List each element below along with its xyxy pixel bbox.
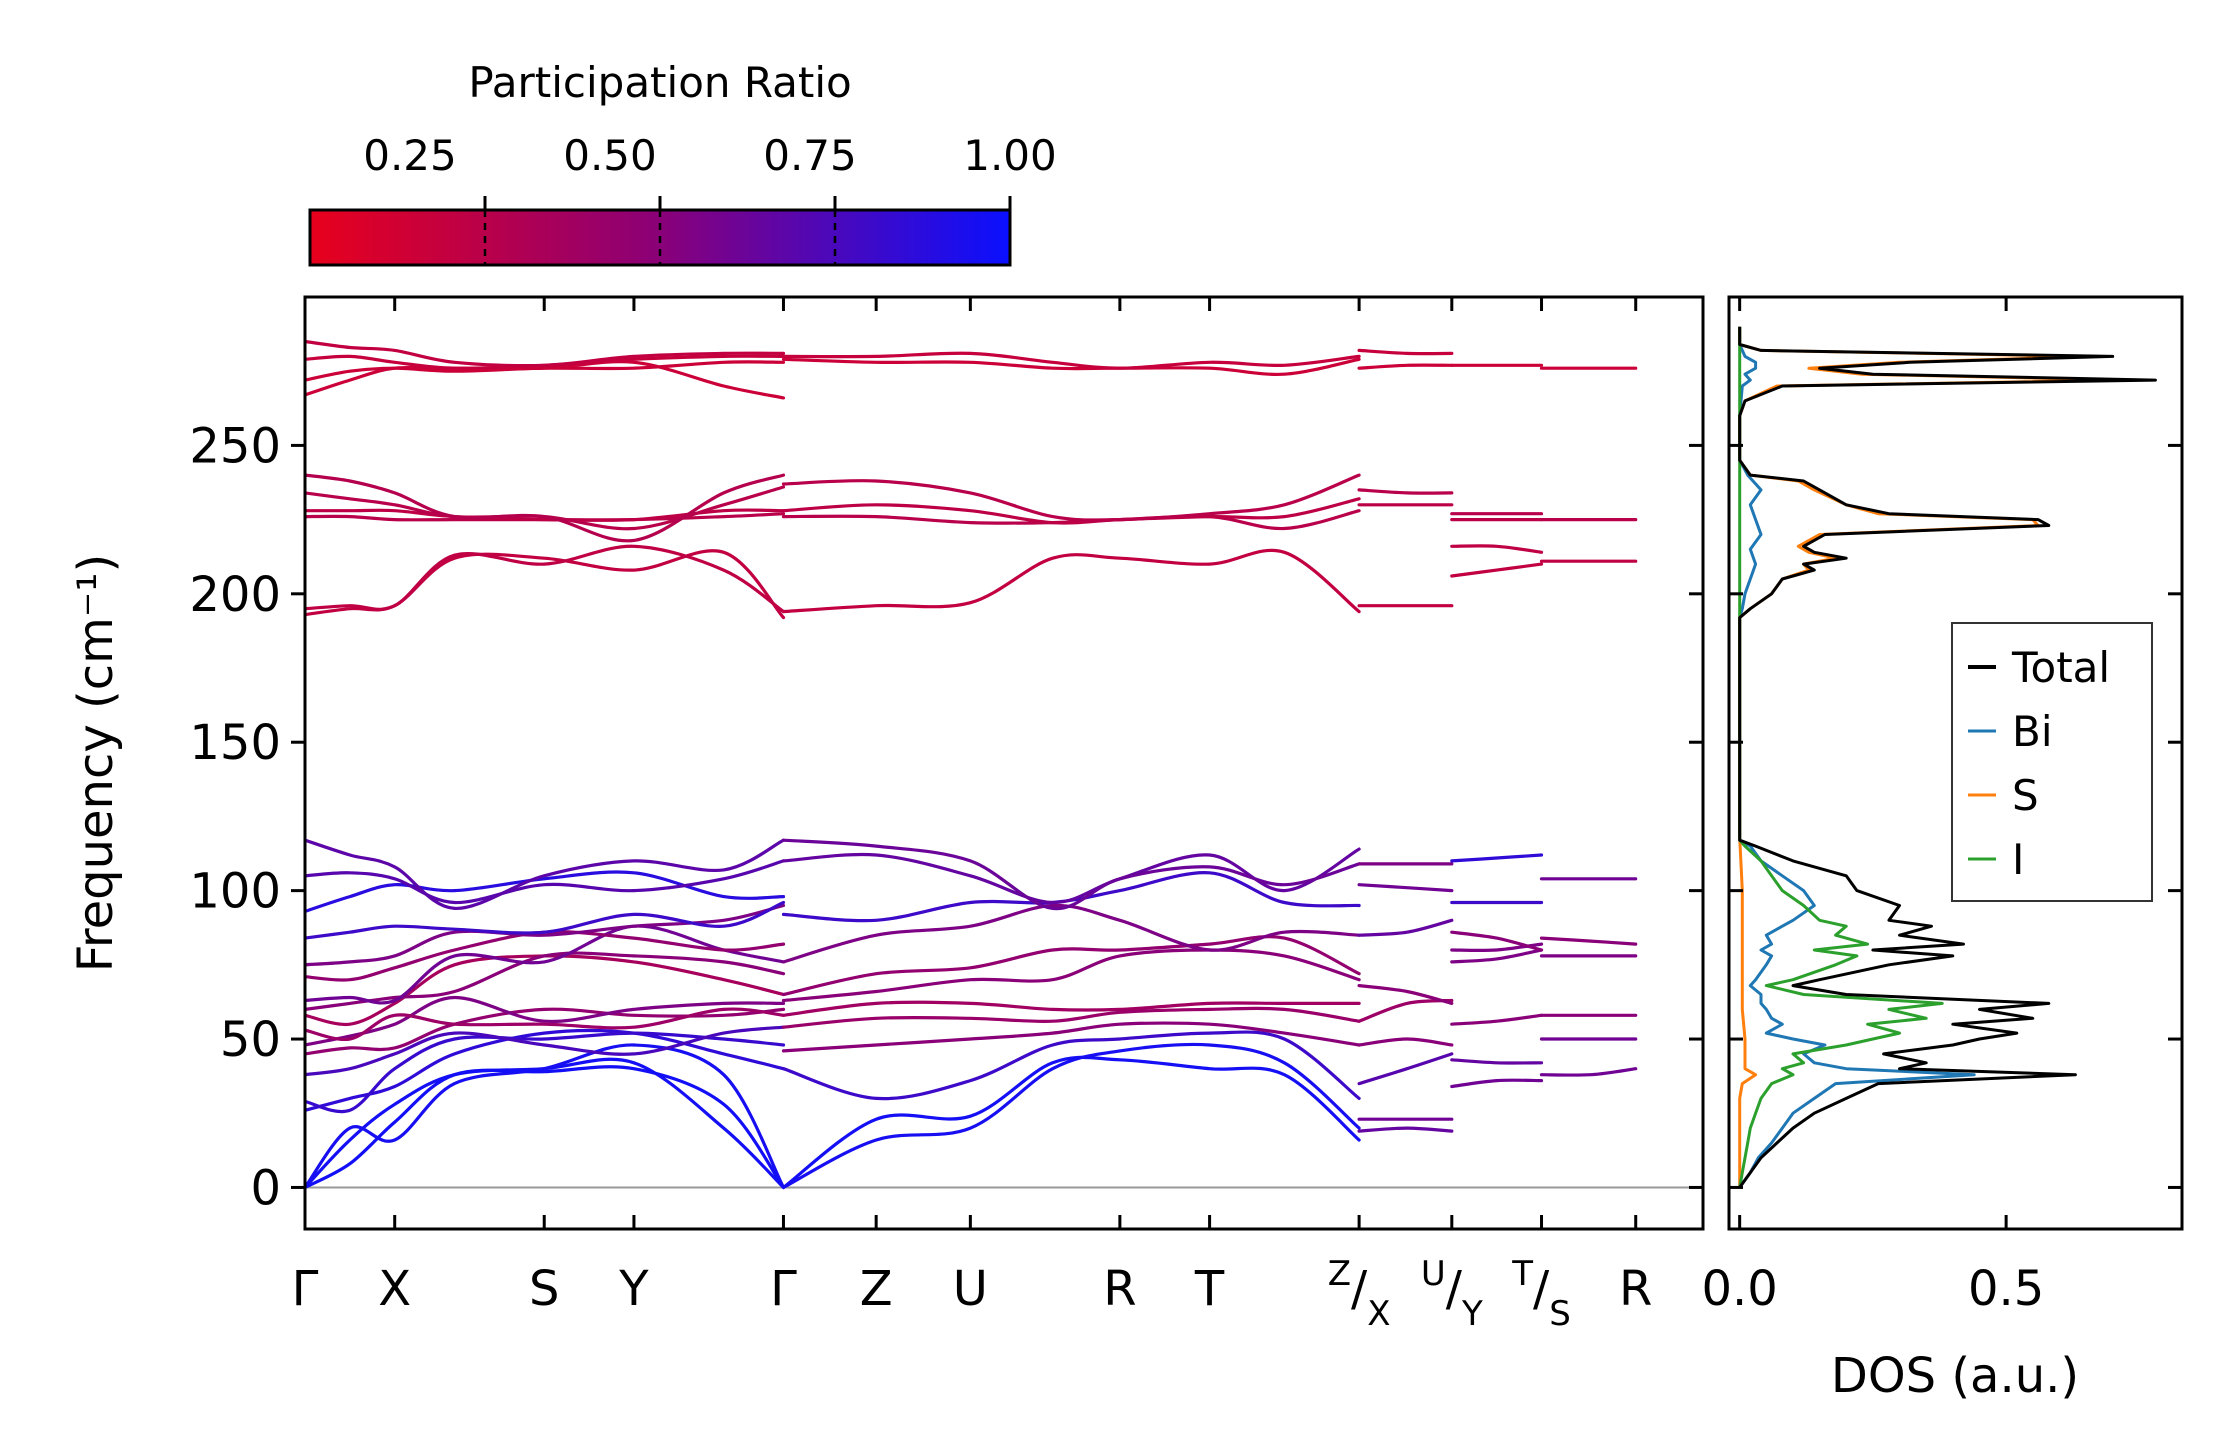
dos-series-i <box>1738 326 1944 1188</box>
phonon-band <box>1450 544 1544 554</box>
phonon-band <box>781 548 1361 614</box>
dos-series-total <box>1738 326 2157 1189</box>
colorbar: Participation Ratio 0.25 0.50 0.75 1.00 <box>308 58 1057 267</box>
phonon-band <box>1357 984 1454 1005</box>
phonon-band <box>781 1000 1361 1017</box>
band-axes-frame <box>303 295 1705 1231</box>
x-tick-label: Z <box>860 1261 893 1317</box>
phonon-band <box>305 951 786 1011</box>
dos-series-bi <box>1738 326 1976 1189</box>
phonon-band <box>1450 853 1544 863</box>
phonon-band <box>781 1055 1361 1189</box>
phonon-band <box>1450 948 1544 964</box>
phonon-band <box>781 948 1361 1003</box>
x-tick-label: R <box>1619 1261 1652 1317</box>
legend-label-total: Total <box>2011 643 2110 692</box>
x-tick-label: Γ <box>292 1261 319 1317</box>
phonon-band <box>305 859 786 905</box>
x-tick-label: U/Y <box>1421 1254 1483 1334</box>
phonon-band <box>1450 930 1544 952</box>
phonon-band <box>781 1030 1361 1101</box>
phonon-band <box>1357 1037 1454 1047</box>
phonon-band <box>305 924 786 1005</box>
phonon-band <box>305 549 786 620</box>
phonon-band <box>781 838 1361 911</box>
phonon-band <box>1357 918 1454 937</box>
phonon-band <box>1357 348 1454 356</box>
dos-x-axis-label: DOS (a.u.) <box>1831 1348 2079 1404</box>
x-tick-label: T <box>1194 1261 1225 1317</box>
phonon-band <box>781 1006 1361 1029</box>
phonon-band <box>305 1025 786 1077</box>
x-tick-label: T/S <box>1511 1254 1571 1334</box>
dos-panel: 0.0 0.5 DOS (a.u.) Total Bi SI <box>1701 295 2184 1404</box>
phonon-band <box>781 351 1361 370</box>
colorbar-title: Participation Ratio <box>468 58 851 107</box>
dos-x-tick-label: 0.0 <box>1701 1261 1777 1317</box>
phonon-band <box>305 360 786 382</box>
colorbar-tick-label: 0.75 <box>763 131 857 180</box>
phonon-band <box>305 485 786 531</box>
phonon-band <box>305 1065 786 1189</box>
x-tick-label: Y <box>618 1261 649 1317</box>
legend-label-bi: Bi <box>2012 707 2052 756</box>
phonon-band <box>1357 1052 1454 1086</box>
phonon-band <box>1357 488 1454 495</box>
phonon-band <box>781 847 1361 905</box>
phonon-band <box>781 357 1361 377</box>
legend-frame <box>1951 622 2153 902</box>
phonon-band <box>781 871 1361 923</box>
dos-legend: Total Bi SI <box>1951 622 2153 902</box>
dos-axes-frame <box>1727 295 2184 1231</box>
x-tick-label: Z/X <box>1328 1254 1391 1334</box>
x-tick-label: X <box>378 1261 411 1317</box>
phonon-band <box>305 1057 786 1189</box>
colorbar-tick-label: 0.25 <box>363 131 457 180</box>
phonon-band <box>305 473 786 543</box>
phonon-band <box>1450 562 1544 578</box>
phonon-band <box>781 497 1361 525</box>
x-tick-label: Γ <box>770 1261 797 1317</box>
phonon-band <box>1357 363 1454 370</box>
phonon-band <box>305 339 786 368</box>
phonon-band <box>305 508 786 522</box>
legend-label-s: S <box>2012 771 2039 820</box>
phonon-band <box>1539 936 1638 946</box>
phonon-band <box>781 903 1361 964</box>
phonon-band <box>305 870 786 913</box>
band-structure-panel: 0 50 100 150 200 250 Γ X S Y Γ Z U R T Z/X U/Y T/S R Freq… <box>68 295 1705 1334</box>
colorbar-tick-label: 0.50 <box>563 131 657 180</box>
y-tick-label: 250 <box>189 418 281 474</box>
y-axis-label: Frequency (cm⁻¹) <box>68 554 124 972</box>
phonon-band <box>781 1042 1361 1189</box>
phonon-band <box>305 954 786 1027</box>
phonon-band <box>781 1021 1361 1053</box>
x-tick-label: S <box>529 1261 559 1317</box>
y-tick-label: 100 <box>189 864 281 920</box>
legend-label-i: I <box>2012 835 2024 884</box>
phonon-band <box>1357 883 1454 893</box>
y-tick-label: 0 <box>250 1160 281 1216</box>
phonon-band <box>781 473 1361 522</box>
phonon-band <box>1450 1078 1544 1089</box>
y-tick-label: 50 <box>220 1012 281 1068</box>
phonon-band <box>1539 1067 1638 1077</box>
phonon-band <box>781 935 1361 997</box>
x-tick-label: U <box>953 1261 988 1317</box>
phonon-band <box>305 544 786 614</box>
colorbar-tick-label: 1.00 <box>963 131 1057 180</box>
x-tick-label: R <box>1103 1261 1136 1317</box>
dos-x-tick-label: 0.5 <box>1968 1261 2044 1317</box>
y-tick-label: 200 <box>189 567 281 623</box>
phonon-band <box>305 900 786 940</box>
phonon-band <box>1450 1013 1544 1026</box>
phonon-band <box>305 838 786 911</box>
phonon-band <box>1357 998 1454 1023</box>
phonon-band <box>1357 1126 1454 1133</box>
y-tick-label: 150 <box>189 715 281 771</box>
phonon-band <box>305 1007 786 1041</box>
phonon-band <box>1450 1058 1544 1065</box>
